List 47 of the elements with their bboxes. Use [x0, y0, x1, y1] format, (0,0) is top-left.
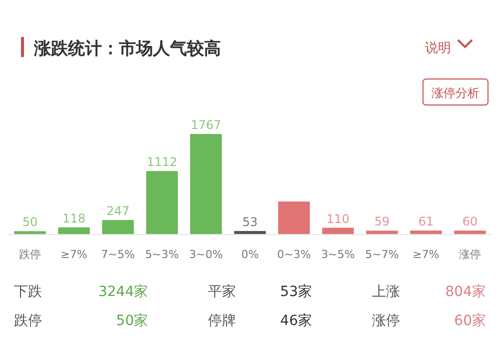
x-tick-label: ≥7%	[60, 248, 88, 261]
bar	[454, 230, 486, 234]
data-label: 59	[374, 214, 390, 229]
text: 平家	[208, 284, 236, 300]
text: 46家	[280, 313, 312, 329]
data-label: 1767	[190, 118, 222, 132]
x-tick-label: ≥7%	[412, 248, 440, 261]
text: 涨停	[372, 313, 400, 329]
text: 50家	[116, 313, 148, 329]
bar	[234, 231, 266, 234]
chart-title: 涨跌统计：市场人气较高	[33, 39, 221, 59]
text: 涨停分析	[432, 86, 480, 100]
bar	[146, 171, 178, 234]
x-tick-label: 5~7%	[365, 248, 399, 261]
x-tick-label: 5~3%	[145, 248, 179, 261]
bar	[190, 134, 222, 234]
data-label: 53	[242, 215, 258, 229]
data-label: 61	[418, 214, 434, 229]
text: 60家	[454, 313, 486, 329]
text: 下跌	[14, 284, 42, 300]
bar	[410, 230, 442, 234]
x-tick-label: 3~0%	[189, 248, 223, 261]
x-tick-label: 7~5%	[101, 248, 135, 261]
x-tick-label: 0~3%	[277, 248, 311, 261]
bar	[14, 231, 46, 234]
data-label: 118	[62, 211, 86, 226]
x-tick-label: 涨停	[459, 248, 481, 261]
text: 3244家	[98, 284, 148, 300]
data-label: 60	[462, 214, 478, 229]
text: 说明	[425, 41, 451, 56]
bar	[366, 230, 398, 234]
text: 上涨	[372, 284, 400, 300]
x-tick-label: 0%	[241, 248, 259, 261]
text: 53家	[280, 284, 312, 300]
data-label: 1112	[146, 155, 178, 170]
bar	[102, 220, 134, 234]
bar	[322, 228, 354, 234]
bar	[58, 227, 90, 234]
data-label: 247	[106, 204, 130, 218]
data-label: 110	[326, 212, 350, 226]
x-tick-label: 跌停	[19, 248, 41, 261]
data-label: 50	[22, 215, 38, 230]
bar	[278, 202, 310, 234]
x-tick-label: 3~5%	[321, 248, 355, 261]
text: 停牌	[208, 313, 236, 329]
text: 804家	[445, 284, 486, 300]
text: 跌停	[14, 313, 42, 329]
